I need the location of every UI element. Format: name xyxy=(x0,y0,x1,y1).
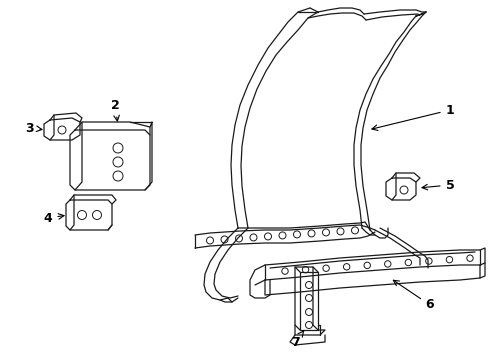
Text: 3: 3 xyxy=(26,122,42,135)
Text: 2: 2 xyxy=(110,99,119,121)
Text: 7: 7 xyxy=(290,330,304,348)
Text: 1: 1 xyxy=(371,104,453,130)
Text: 6: 6 xyxy=(392,280,433,311)
Text: 5: 5 xyxy=(421,179,453,192)
Text: 4: 4 xyxy=(43,212,64,225)
